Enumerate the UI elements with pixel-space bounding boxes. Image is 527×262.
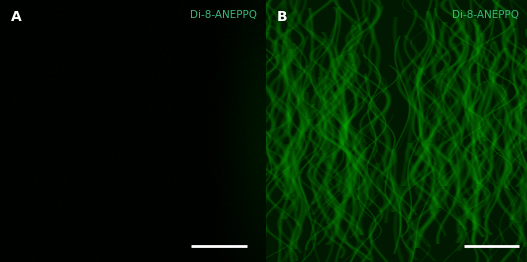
Text: Di-8-ANEPPQ: Di-8-ANEPPQ <box>190 10 257 20</box>
Text: Di-8-ANEPPQ: Di-8-ANEPPQ <box>452 10 519 20</box>
Text: A: A <box>11 10 22 24</box>
Text: B: B <box>277 10 287 24</box>
